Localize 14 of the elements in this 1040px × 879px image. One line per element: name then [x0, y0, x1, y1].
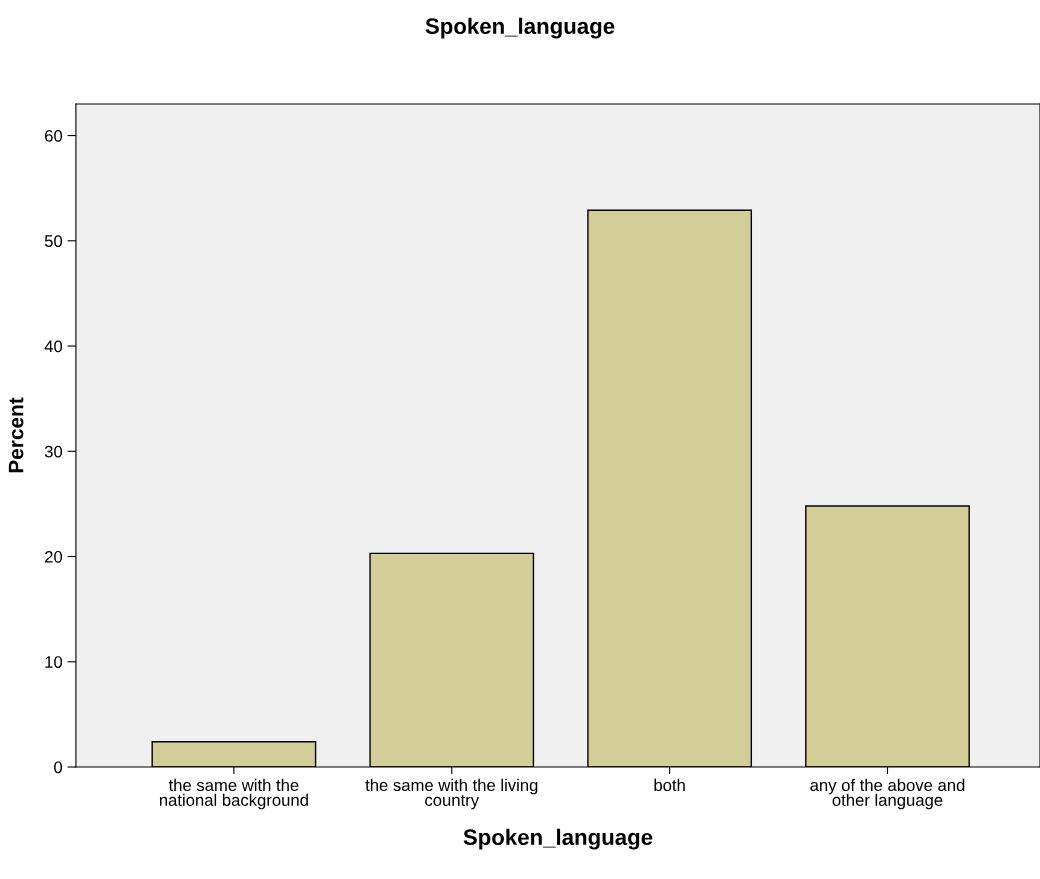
x-tick-label: the same with the living country — [365, 778, 538, 810]
x-tick-label: any of the above and other language — [810, 778, 965, 810]
y-tick-label: 20 — [45, 550, 63, 563]
y-axis-title: Percent — [8, 397, 24, 473]
x-tick-label: the same with the national background — [159, 778, 308, 810]
y-tick-label: 0 — [54, 761, 63, 774]
y-tick-label: 40 — [44, 340, 63, 353]
x-tick-label: both — [654, 778, 685, 792]
y-tick-label: 60 — [45, 129, 63, 142]
chart-title: Spoken_language — [425, 17, 615, 39]
x-axis-title: Spoken_language — [463, 828, 653, 850]
y-tick-label: 50 — [44, 235, 63, 247]
y-tick-label: 30 — [44, 445, 63, 458]
y-tick-label: 10 — [45, 656, 63, 668]
